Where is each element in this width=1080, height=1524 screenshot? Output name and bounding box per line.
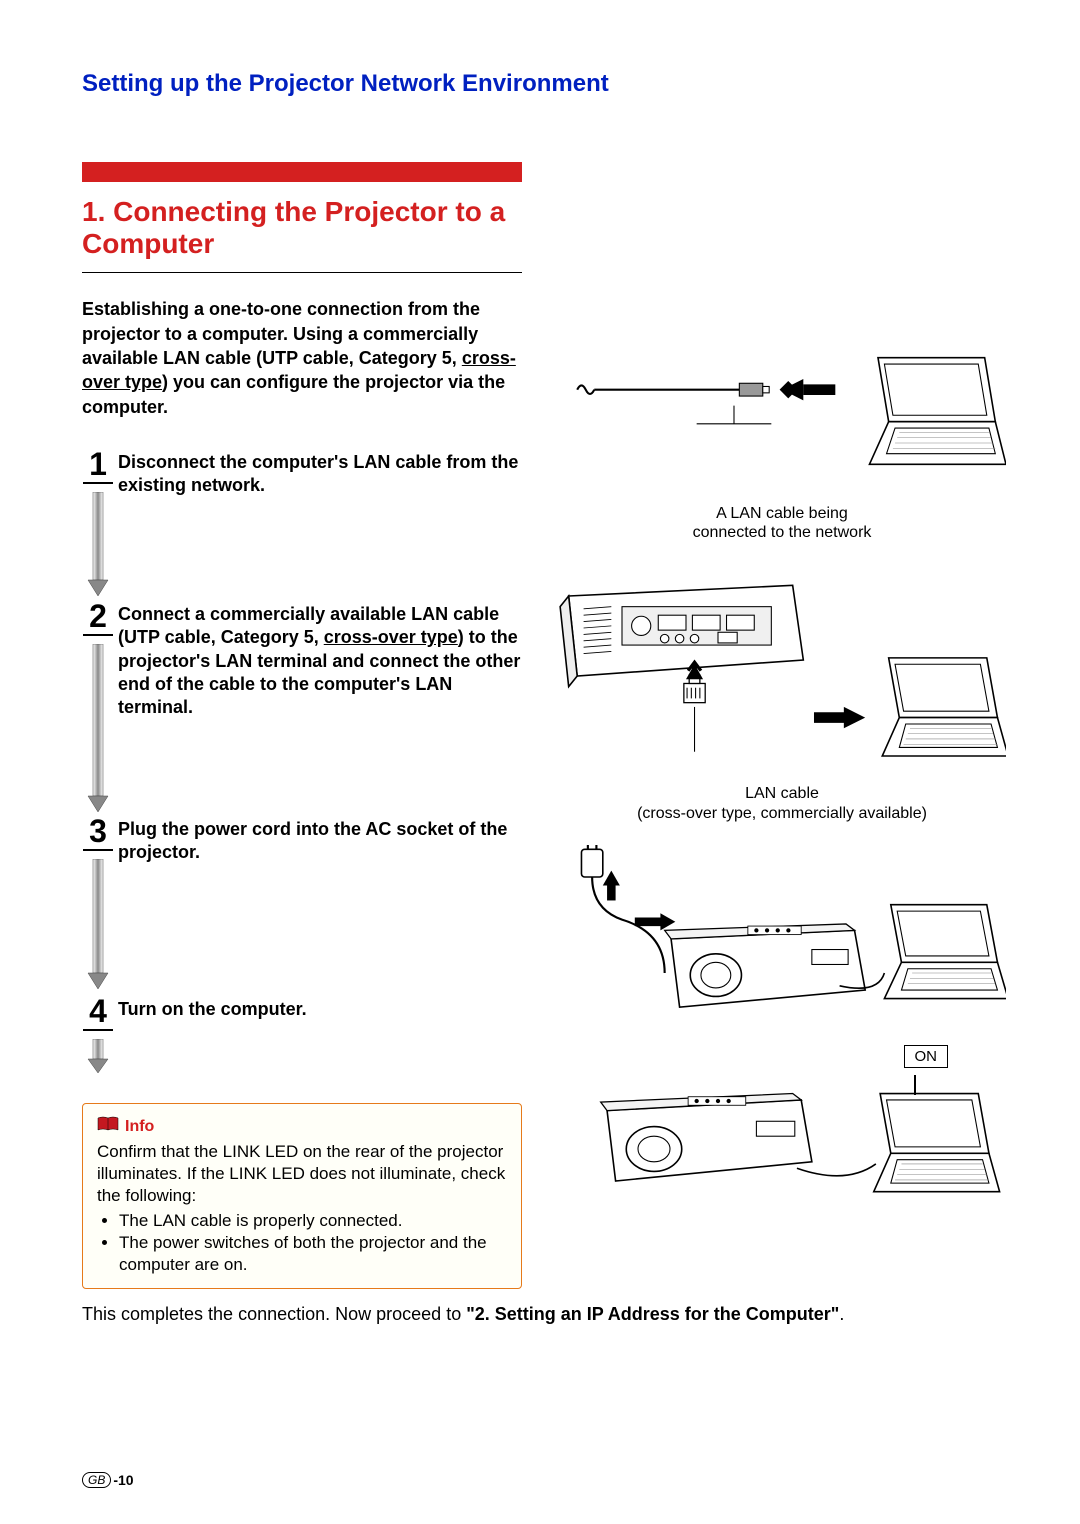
closing-bold: "2. Setting an IP Address for the Comput… [466, 1304, 839, 1324]
closing-text: This completes the connection. Now proce… [82, 1303, 1006, 1326]
step-text: Turn on the computer. [118, 994, 522, 1075]
arrow-down-icon [86, 857, 110, 994]
illustration-label: A LAN cable being connected to the netwo… [558, 504, 1006, 542]
step-number: 1 [83, 447, 113, 484]
step-number: 4 [83, 994, 113, 1031]
info-bullet: The power switches of both the projector… [119, 1232, 507, 1276]
step-number: 3 [83, 814, 113, 851]
closing-before: This completes the connection. Now proce… [82, 1304, 466, 1324]
info-title: Info [125, 1118, 154, 1136]
illustration-step2: LAN cable (cross-over type, commercially… [558, 564, 1006, 823]
page-number-value: -10 [113, 1472, 133, 1488]
illustration-step1: A LAN cable being connected to the netwo… [558, 347, 1006, 542]
section-title: 1. Connecting the Projector to a Compute… [82, 196, 522, 273]
step-2: 2 Connect a commercially available LAN c… [82, 599, 522, 814]
on-callout: ON [904, 1045, 949, 1068]
step-text: Disconnect the computer's LAN cable from… [118, 447, 522, 599]
step-1: 1 Disconnect the computer's LAN cable fr… [82, 447, 522, 599]
illustration-step3 [558, 845, 1006, 1031]
info-box: Info Confirm that the LINK LED on the re… [82, 1103, 522, 1289]
left-column: Establishing a one-to-one connection fro… [82, 297, 522, 1288]
book-icon [97, 1116, 119, 1137]
accent-bar [82, 162, 522, 182]
step-text: Connect a commercially available LAN cab… [118, 599, 522, 814]
step-text: Plug the power cord into the AC socket o… [118, 814, 522, 994]
step-3: 3 Plug the power cord into the AC socket… [82, 814, 522, 994]
region-badge: GB [82, 1472, 111, 1488]
intro-paragraph: Establishing a one-to-one connection fro… [82, 297, 522, 418]
arrow-down-icon [86, 490, 110, 599]
intro-text: Establishing a one-to-one connection fro… [82, 299, 480, 368]
info-bullet: The LAN cable is properly connected. [119, 1210, 507, 1232]
page-header: Setting up the Projector Network Environ… [82, 70, 1006, 98]
on-callout-line [914, 1075, 916, 1095]
step-4: 4 Turn on the computer. [82, 994, 522, 1075]
page-number: GB-10 [82, 1472, 134, 1488]
step2-underline: cross-over type [324, 627, 458, 647]
arrow-down-icon [86, 642, 110, 814]
closing-after: . [839, 1304, 844, 1324]
illustration-label: LAN cable (cross-over type, commercially… [558, 784, 1006, 822]
arrow-down-icon [86, 1037, 110, 1075]
step-number: 2 [83, 599, 113, 636]
right-column: A LAN cable being connected to the netwo… [558, 297, 1006, 1288]
illustration-step4: ON [558, 1053, 1006, 1218]
info-text: Confirm that the LINK LED on the rear of… [97, 1141, 507, 1207]
